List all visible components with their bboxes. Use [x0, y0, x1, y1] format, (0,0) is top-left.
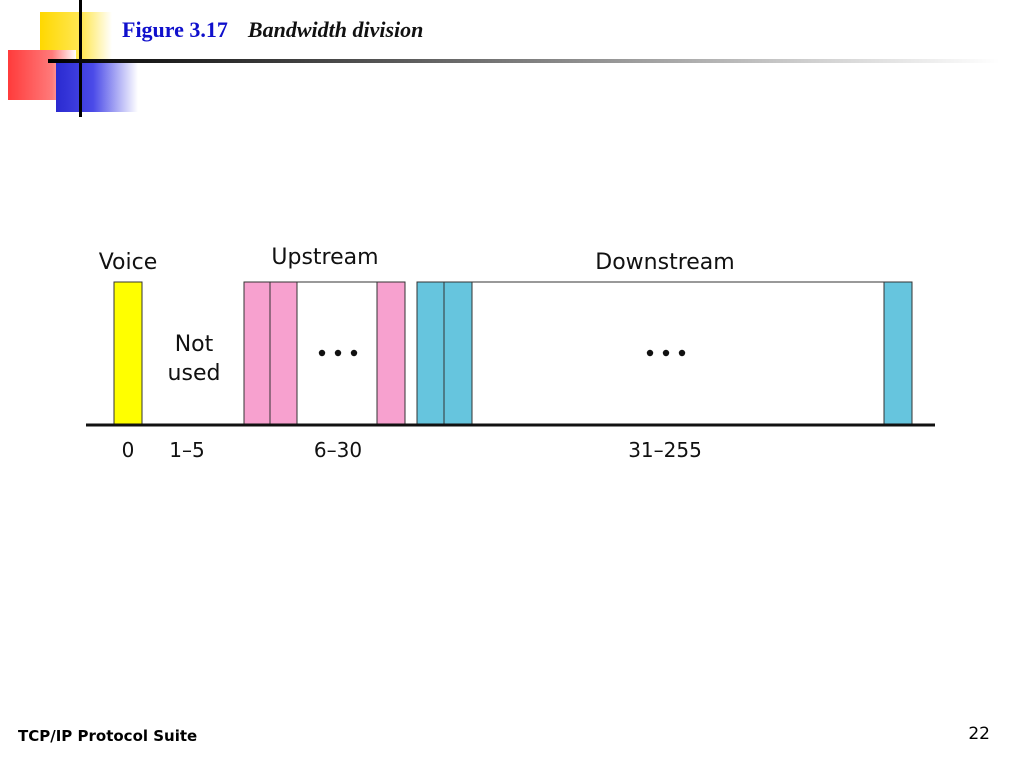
downstream-band [883, 281, 913, 425]
not-used-label-line1: Not [175, 332, 214, 357]
voice-band [113, 281, 143, 425]
upstream-label: Upstream [271, 245, 378, 270]
voice-label: Voice [99, 250, 158, 275]
downstream-ellipsis [646, 349, 686, 357]
range-not-used: 1–5 [169, 438, 204, 462]
upstream-band [243, 281, 271, 425]
downstream-band [443, 281, 473, 425]
footer-title: TCP/IP Protocol Suite [18, 727, 198, 745]
page-number: 22 [968, 724, 990, 744]
decor-blue-square [56, 62, 138, 112]
upstream-ellipsis [318, 349, 358, 357]
range-downstream: 31–255 [628, 438, 702, 462]
figure-caption: Bandwidth division [247, 17, 424, 42]
slide-title: Figure 3.17 Bandwidth division [122, 17, 423, 43]
range-voice: 0 [122, 438, 135, 462]
downstream-band [416, 281, 445, 425]
upstream-band [376, 281, 406, 425]
not-used-label-line2: used [168, 361, 221, 386]
decor-horizontal-line [48, 59, 1000, 63]
decor-vertical-line [79, 0, 82, 117]
downstream-label: Downstream [595, 250, 734, 275]
upstream-band [269, 281, 298, 425]
range-upstream: 6–30 [314, 438, 362, 462]
figure-number: Figure 3.17 [122, 17, 228, 42]
